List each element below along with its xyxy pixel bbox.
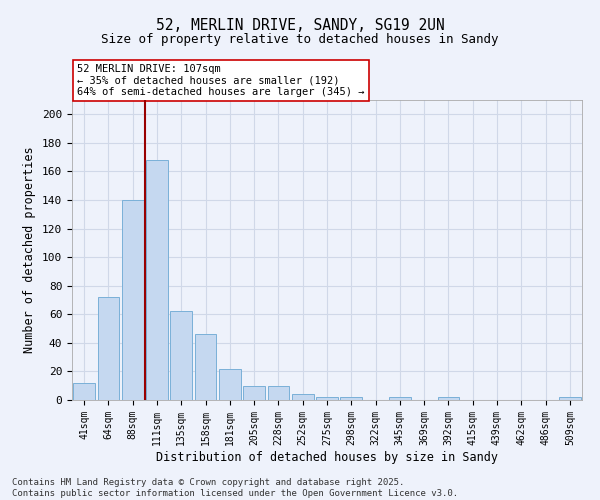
Bar	[219, 368, 241, 400]
Bar	[389, 397, 411, 400]
Bar	[243, 386, 265, 400]
Bar	[340, 397, 362, 400]
Text: 52 MERLIN DRIVE: 107sqm
← 35% of detached houses are smaller (192)
64% of semi-d: 52 MERLIN DRIVE: 107sqm ← 35% of detache…	[77, 64, 365, 97]
Text: Contains HM Land Registry data © Crown copyright and database right 2025.
Contai: Contains HM Land Registry data © Crown c…	[12, 478, 458, 498]
Text: Size of property relative to detached houses in Sandy: Size of property relative to detached ho…	[101, 32, 499, 46]
Text: 52, MERLIN DRIVE, SANDY, SG19 2UN: 52, MERLIN DRIVE, SANDY, SG19 2UN	[155, 18, 445, 32]
Bar	[292, 394, 314, 400]
Y-axis label: Number of detached properties: Number of detached properties	[23, 146, 37, 354]
Bar	[437, 397, 460, 400]
Bar	[146, 160, 168, 400]
Bar	[194, 334, 217, 400]
Bar	[559, 397, 581, 400]
Bar	[268, 386, 289, 400]
Bar	[73, 383, 95, 400]
Bar	[97, 297, 119, 400]
Bar	[316, 397, 338, 400]
Bar	[170, 312, 192, 400]
X-axis label: Distribution of detached houses by size in Sandy: Distribution of detached houses by size …	[156, 450, 498, 464]
Bar	[122, 200, 143, 400]
